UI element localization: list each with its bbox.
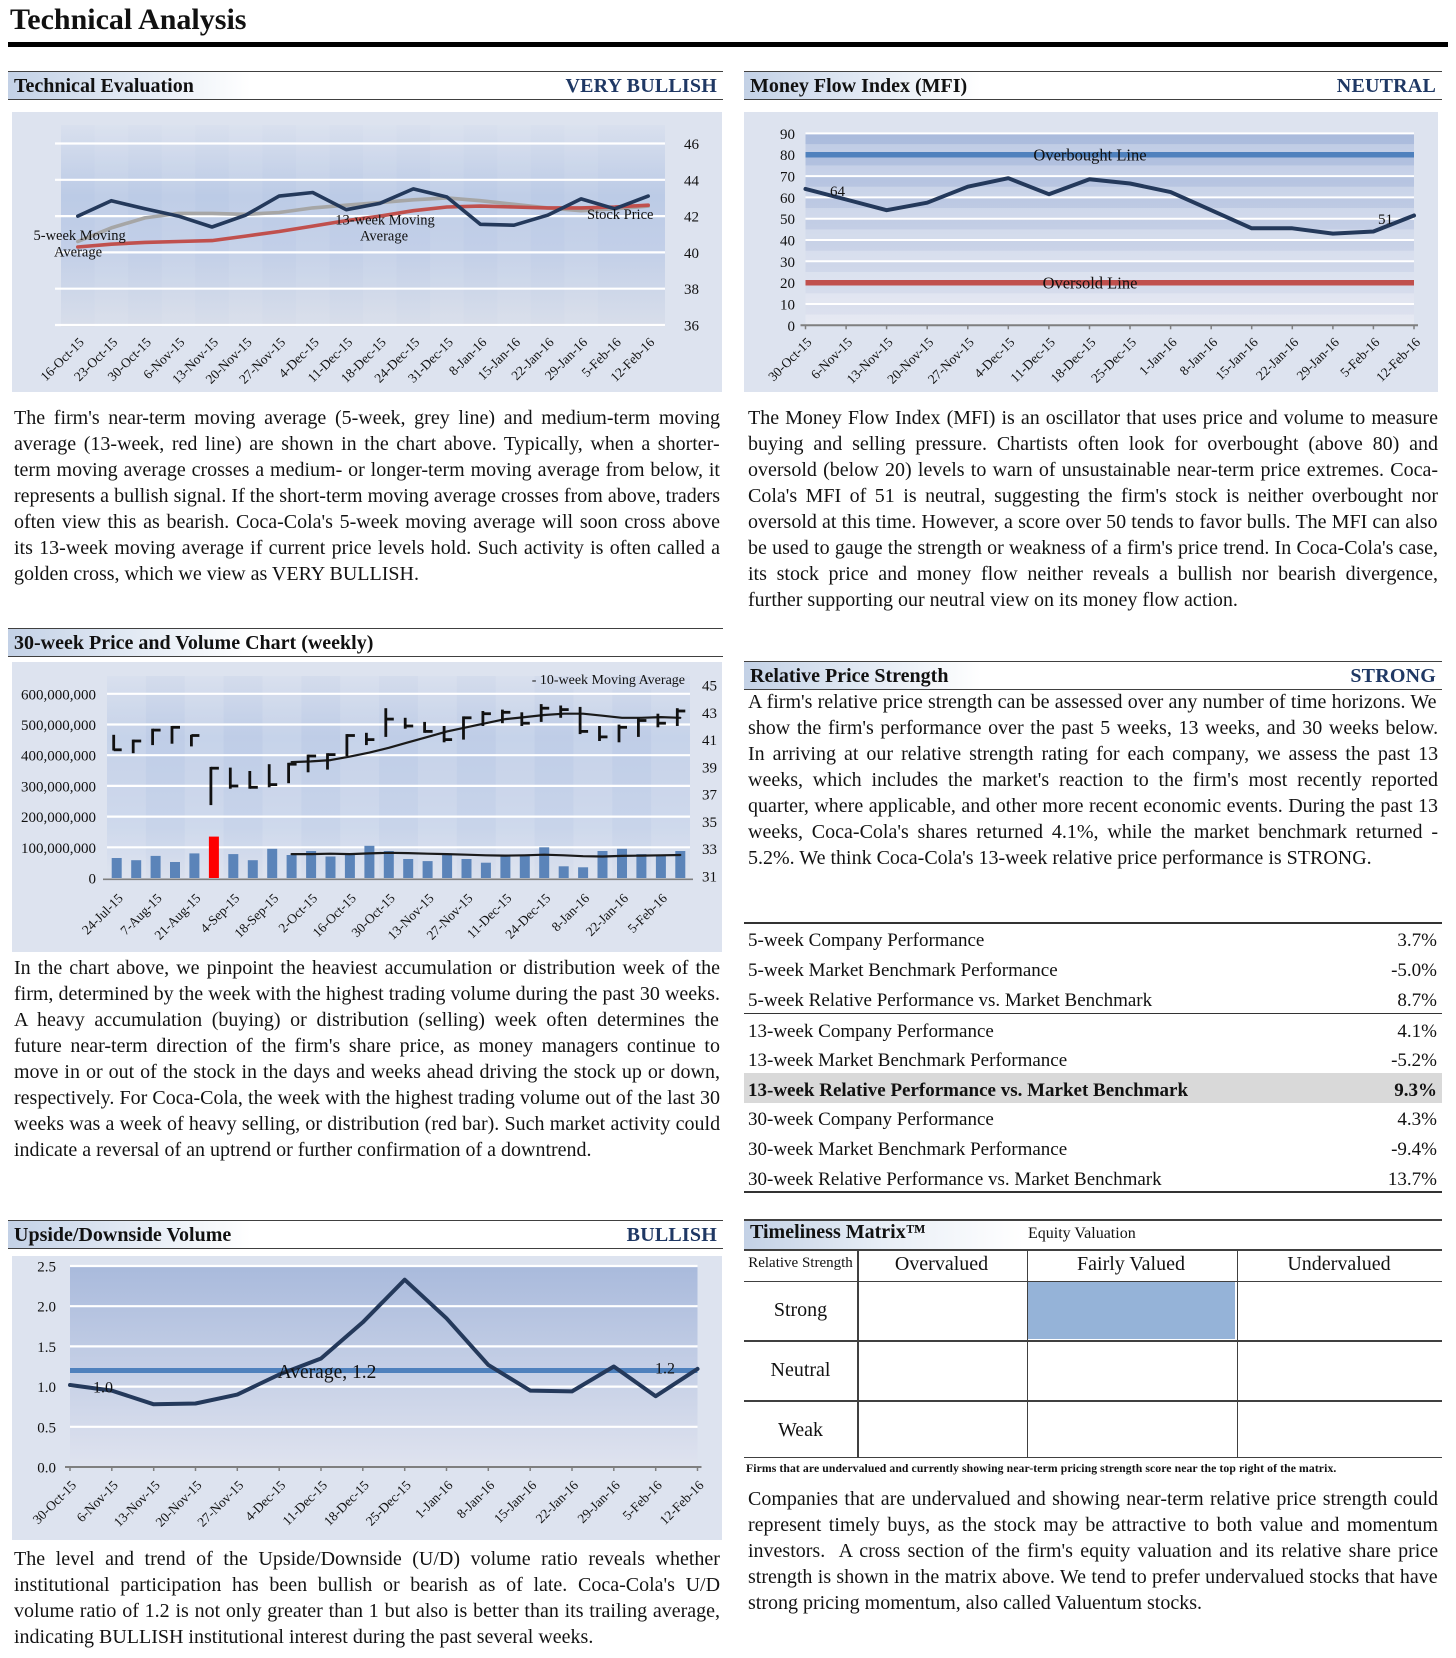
svg-text:44: 44 <box>684 173 700 189</box>
svg-text:45: 45 <box>702 679 717 695</box>
svg-text:1.0: 1.0 <box>93 1380 113 1397</box>
svg-text:Average: Average <box>54 245 102 261</box>
svg-text:42: 42 <box>684 210 699 226</box>
svg-text:0: 0 <box>89 872 97 888</box>
svg-text:1.2: 1.2 <box>655 1361 675 1378</box>
svg-text:13-week Moving: 13-week Moving <box>335 212 434 228</box>
svg-text:0: 0 <box>788 319 796 335</box>
svg-text:43: 43 <box>702 706 717 722</box>
svg-text:200,000,000: 200,000,000 <box>21 810 96 826</box>
svg-text:10: 10 <box>780 298 795 314</box>
svg-text:20: 20 <box>780 276 795 292</box>
svg-text:500,000,000: 500,000,000 <box>21 718 96 734</box>
svg-text:1.5: 1.5 <box>37 1340 56 1356</box>
svg-text:0.5: 0.5 <box>37 1420 56 1436</box>
svg-text:31: 31 <box>702 870 717 886</box>
svg-text:2.5: 2.5 <box>37 1260 56 1276</box>
svg-text:40: 40 <box>780 234 795 250</box>
svg-text:0.0: 0.0 <box>37 1461 56 1477</box>
svg-text:51: 51 <box>1378 212 1393 228</box>
svg-text:40: 40 <box>684 246 699 262</box>
svg-text:2.0: 2.0 <box>37 1300 56 1316</box>
svg-text:300,000,000: 300,000,000 <box>21 779 96 795</box>
svg-text:Oversold Line: Oversold Line <box>1043 274 1138 293</box>
svg-text:50: 50 <box>780 212 795 228</box>
svg-text:35: 35 <box>702 815 717 831</box>
svg-text:41: 41 <box>702 733 717 749</box>
svg-text:38: 38 <box>684 282 699 298</box>
svg-text:400,000,000: 400,000,000 <box>21 749 96 765</box>
svg-text:- 10-week Moving Average: - 10-week Moving Average <box>532 673 685 688</box>
svg-text:39: 39 <box>702 760 717 776</box>
svg-text:37: 37 <box>702 788 718 804</box>
svg-text:Overbought Line: Overbought Line <box>1033 146 1146 165</box>
svg-text:64: 64 <box>830 184 846 200</box>
svg-text:Stock Price: Stock Price <box>587 207 653 223</box>
svg-text:60: 60 <box>780 191 795 207</box>
svg-text:90: 90 <box>780 127 795 143</box>
svg-text:5-week Moving: 5-week Moving <box>33 228 125 244</box>
svg-text:100,000,000: 100,000,000 <box>21 841 96 857</box>
svg-text:Average, 1.2: Average, 1.2 <box>278 1362 377 1383</box>
svg-text:Average: Average <box>360 229 408 245</box>
svg-text:30: 30 <box>780 255 795 271</box>
svg-text:80: 80 <box>780 148 795 164</box>
svg-text:33: 33 <box>702 842 717 858</box>
svg-text:600,000,000: 600,000,000 <box>21 687 96 703</box>
svg-text:36: 36 <box>684 319 700 335</box>
svg-text:46: 46 <box>684 137 700 153</box>
svg-text:1.0: 1.0 <box>37 1380 56 1396</box>
svg-text:70: 70 <box>780 170 795 186</box>
